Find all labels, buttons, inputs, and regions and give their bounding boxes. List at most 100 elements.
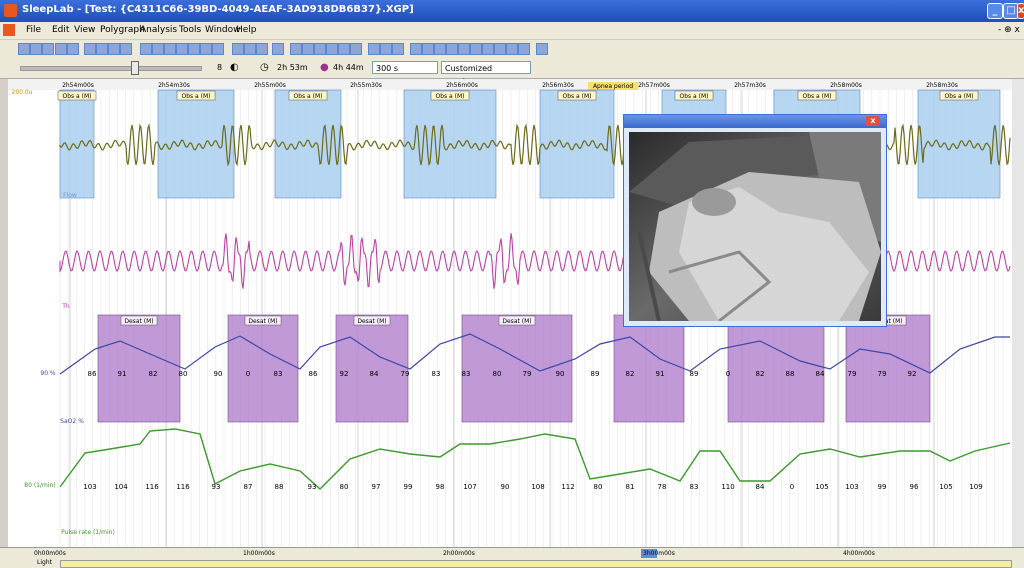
spo2-value-label: 92 [340, 370, 349, 378]
toolbar-button[interactable] [232, 43, 244, 55]
toolbar-button[interactable] [392, 43, 404, 55]
timescale-tick: 1h00m00s [243, 550, 275, 557]
toolbar-button[interactable] [18, 43, 30, 55]
toolbar-button[interactable] [120, 43, 132, 55]
document-icon[interactable] [3, 24, 15, 36]
menu-tools[interactable]: Tools [179, 25, 202, 35]
obstructive-apnea-event[interactable] [274, 89, 342, 199]
menu-view[interactable]: View [74, 25, 96, 35]
spo2-value-label: 83 [432, 370, 441, 378]
toolbar-button[interactable] [55, 43, 67, 55]
pulse-value-label: 103 [845, 483, 858, 491]
toolbar-button[interactable] [434, 43, 446, 55]
toolbar-button[interactable] [212, 43, 224, 55]
spo2-value-label: 79 [523, 370, 532, 378]
toolbar-button[interactable] [518, 43, 530, 55]
timescale-tick: 0h00m00s [34, 550, 66, 557]
toolbar-button[interactable] [326, 43, 338, 55]
minimize-button[interactable]: _ [987, 3, 1003, 19]
menu-file[interactable]: File [26, 25, 42, 35]
toolbar-button[interactable] [410, 43, 422, 55]
spo2-value-label: 89 [591, 370, 600, 378]
obstructive-apnea-label: Obs a (M) [944, 93, 973, 100]
menu-window[interactable]: Window [205, 25, 241, 35]
toolbar-button[interactable] [350, 43, 362, 55]
toolbar-button[interactable] [314, 43, 326, 55]
close-button[interactable]: x [1017, 3, 1024, 19]
overview-timescale[interactable]: 0h00m00s 1h00m00s 2h00m00s 3h00m00s 4h00… [0, 547, 1024, 568]
toolbar-button[interactable] [338, 43, 350, 55]
toolbar-button[interactable] [96, 43, 108, 55]
desaturation-event[interactable] [727, 314, 825, 423]
pulse-value-label: 110 [721, 483, 734, 491]
time-header-label: 2h56m30s [542, 82, 574, 89]
desaturation-label: Desat (M) [357, 318, 386, 325]
toolbar-button[interactable] [188, 43, 200, 55]
toolbar-button[interactable] [302, 43, 314, 55]
toolbar-button[interactable] [200, 43, 212, 55]
pulse-value-label: 99 [404, 483, 413, 491]
spo2-value-label: 90 [214, 370, 223, 378]
desaturation-event[interactable] [613, 314, 685, 423]
toolbar-button[interactable] [67, 43, 79, 55]
menu-edit[interactable]: Edit [52, 25, 70, 35]
pulse-value-label: 88 [275, 483, 284, 491]
toolbar-button[interactable] [482, 43, 494, 55]
video-close-button[interactable]: x [866, 116, 880, 126]
toolbar-button[interactable] [380, 43, 392, 55]
toolbar-button[interactable] [84, 43, 96, 55]
toolbar-button[interactable] [536, 43, 548, 55]
toolbar-button[interactable] [272, 43, 284, 55]
vertical-scrollbar[interactable] [1012, 79, 1024, 547]
apnea-banner [588, 82, 638, 90]
desaturation-event[interactable] [227, 314, 299, 423]
event-label-box [288, 90, 328, 101]
pulse-value-label: 109 [969, 483, 982, 491]
video-window-titlebar[interactable] [624, 115, 886, 128]
pulse-value-label: 84 [756, 483, 765, 491]
toolbar-button[interactable] [108, 43, 120, 55]
spo2-value-label: 92 [908, 370, 917, 378]
overview-position-marker[interactable] [641, 549, 657, 558]
montage-select[interactable]: Customized montage [441, 61, 531, 86]
toolbar-button[interactable] [164, 43, 176, 55]
toolbar-button[interactable] [42, 43, 54, 55]
time-slider-thumb[interactable] [131, 61, 139, 75]
toolbar-button[interactable] [256, 43, 268, 55]
toolbar-button[interactable] [458, 43, 470, 55]
spo2-value-label: 84 [816, 370, 825, 378]
toolbar-button[interactable] [244, 43, 256, 55]
video-window[interactable]: x [623, 114, 887, 327]
toolbar-button[interactable] [422, 43, 434, 55]
toolbar-button[interactable] [152, 43, 164, 55]
epoch-select[interactable]: 300 s [372, 61, 438, 74]
toolbar-button[interactable] [506, 43, 518, 55]
patient-video-image [629, 132, 881, 321]
menu-help[interactable]: Help [236, 25, 257, 35]
sleep-stage-label: Light [37, 559, 52, 566]
toolbar-button[interactable] [446, 43, 458, 55]
toolbar-button[interactable] [368, 43, 380, 55]
pulse-value-label: 116 [145, 483, 159, 491]
desaturation-event[interactable] [461, 314, 573, 423]
obstructive-apnea-event[interactable] [59, 89, 95, 199]
time-header-label: 2h57m30s [734, 82, 766, 89]
time-slider-track[interactable] [20, 66, 202, 71]
desaturation-event[interactable] [845, 314, 931, 423]
toolbar-button[interactable] [30, 43, 42, 55]
toolbar-button[interactable] [176, 43, 188, 55]
time-header-label: 2h54m00s [62, 82, 94, 89]
toolbar-button[interactable] [470, 43, 482, 55]
toolbar-button[interactable] [494, 43, 506, 55]
pulse-value-label: 112 [561, 483, 574, 491]
toolbar-button[interactable] [140, 43, 152, 55]
pulse-value-label: 105 [815, 483, 828, 491]
menu-polygraph[interactable]: Polygraph [100, 25, 145, 35]
timer-icon[interactable]: ◐ [230, 62, 239, 73]
obstructive-apnea-event[interactable] [157, 89, 235, 199]
toolbar-button[interactable] [290, 43, 302, 55]
desaturation-event[interactable] [335, 314, 409, 423]
mdi-controls[interactable]: - ⊕ x [998, 25, 1020, 35]
desaturation-event[interactable] [97, 314, 181, 423]
menu-analysis[interactable]: Analysis [140, 25, 178, 35]
